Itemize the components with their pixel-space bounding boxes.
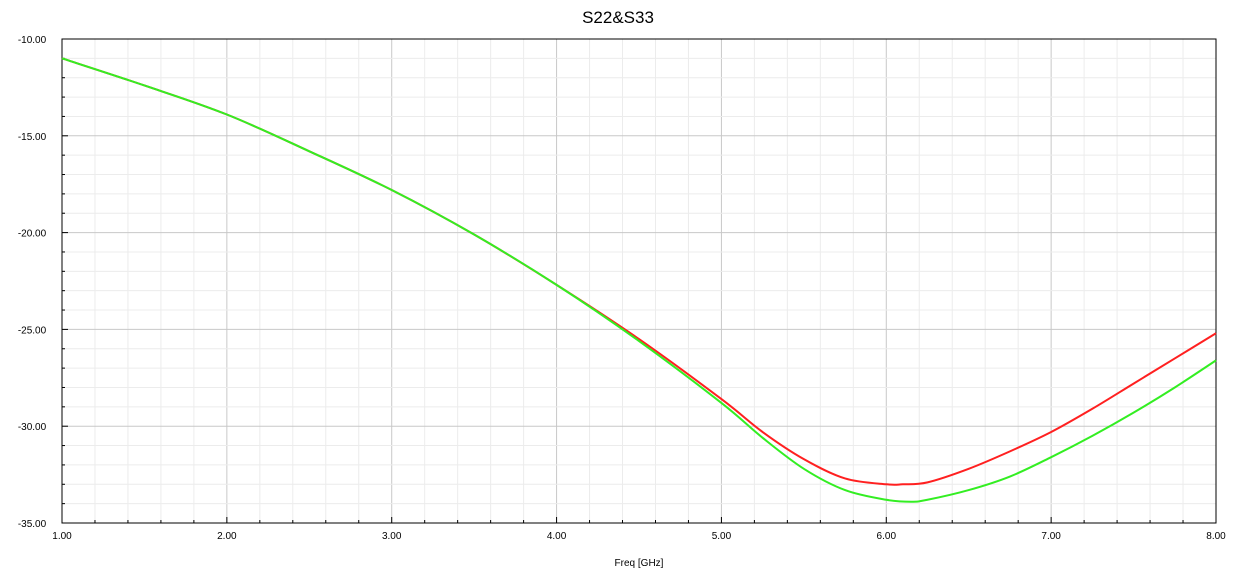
x-axis-label: Freq [GHz] bbox=[615, 558, 664, 569]
plot-frame bbox=[61, 38, 1217, 524]
y-tick-label: -15.00 bbox=[18, 132, 47, 143]
y-tick-label: -10.00 bbox=[18, 35, 47, 46]
x-tick-label: 6.00 bbox=[877, 531, 897, 542]
x-tick-label: 4.00 bbox=[547, 531, 567, 542]
tick-labels: 1.00 2.00 3.00 4.00 5.00 6.00 7.00 8.00 -10.00 -1… bbox=[18, 35, 1226, 542]
x-tick-label: 7.00 bbox=[1041, 531, 1061, 542]
y-tick-label: -20.00 bbox=[18, 229, 47, 240]
series-layer bbox=[61, 57, 1217, 503]
x-tick-label: 5.00 bbox=[712, 531, 732, 542]
x-tick-label: 1.00 bbox=[52, 531, 72, 542]
x-tick-label: 3.00 bbox=[382, 531, 402, 542]
y-tick-label: -25.00 bbox=[18, 325, 47, 336]
series-line-2 bbox=[61, 57, 1217, 503]
x-tick-label: 2.00 bbox=[217, 531, 237, 542]
x-tick-label: 8.00 bbox=[1206, 531, 1226, 542]
y-tick-label: -30.00 bbox=[18, 422, 47, 433]
grid-lines bbox=[61, 38, 1217, 524]
axis-ticks bbox=[61, 38, 1217, 524]
y-tick-label: -35.00 bbox=[18, 519, 47, 530]
chart-title: S22&S33 bbox=[582, 8, 654, 27]
